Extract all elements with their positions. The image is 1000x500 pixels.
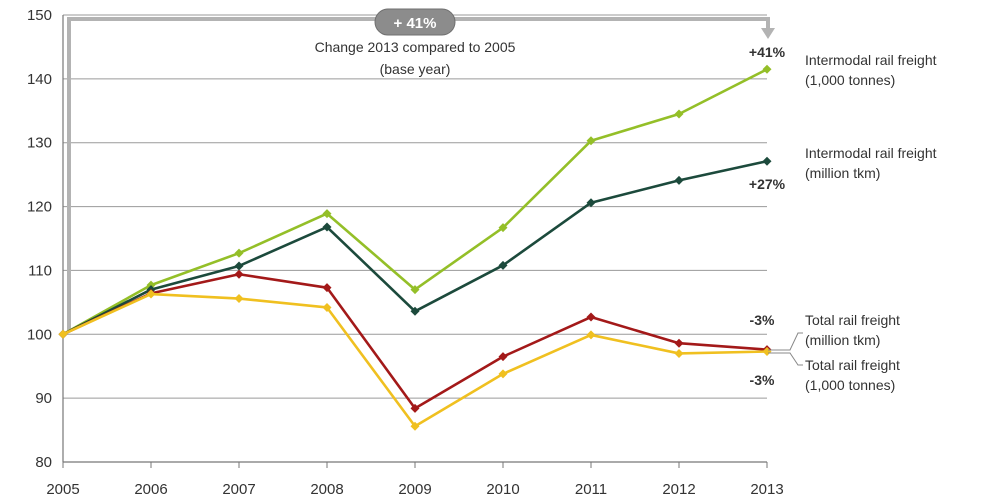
x-tick-label: 2012 [662,481,695,498]
point-intermodal_tkm [762,156,772,166]
point-total_tkm [410,403,420,413]
legend-label-intermodal_tkm: Intermodal rail freight [805,145,937,161]
point-total_tkm [322,283,332,293]
legend-label-total_tonnes: (1,000 tonnes) [805,377,895,393]
y-tick-label: 110 [28,262,52,279]
point-total_tonnes [586,330,596,340]
point-intermodal_tkm [234,261,244,271]
annotation-text: Change 2013 compared to 2005 [315,39,516,55]
x-tick-label: 2010 [486,481,519,498]
point-total_tkm [586,312,596,322]
legend: +41% +27% -3% -3% Intermodal rail freight (1,… [749,44,937,393]
y-tick-label: 100 [27,326,52,343]
x-tick-label: 2009 [398,481,431,498]
point-total_tonnes [146,289,156,299]
y-tick-label: 80 [35,454,52,471]
change-badge [374,8,456,36]
point-intermodal_tonnes [586,136,596,146]
y-tick-label: 140 [27,71,52,88]
point-total_tkm [498,352,508,362]
point-intermodal_tonnes [762,64,772,74]
end-label-total_tonnes: -3% [750,372,775,388]
point-intermodal_tonnes [322,209,332,219]
point-total_tonnes [674,348,684,358]
legend-label-total_tkm: Total rail freight [805,312,900,328]
point-intermodal_tonnes [674,109,684,119]
x-tick-label: 2011 [575,481,607,498]
x-tick-label: 2013 [750,481,783,498]
point-total_tonnes [58,329,68,339]
x-tick-label: 2006 [134,481,167,498]
axes: 80 90 100 110 120 130 140 150 2005 2006 2007 2008 20… [27,7,784,498]
point-intermodal_tonnes [234,248,244,258]
point-total_tkm [674,338,684,348]
gridlines [63,14,767,399]
point-total_tonnes [410,421,420,431]
series-group [58,64,772,431]
end-label-total_tkm: -3% [750,312,775,328]
point-intermodal_tonnes [498,223,508,233]
point-intermodal_tkm [410,306,420,316]
point-total_tonnes [498,369,508,379]
annotation-text: (base year) [380,61,451,77]
legend-label-total_tkm: (million tkm) [805,332,880,348]
change-badge-label: + 41% [394,15,437,32]
legend-label-intermodal_tonnes: Intermodal rail freight [805,52,937,68]
y-tick-label: 150 [27,7,52,24]
x-tick-label: 2005 [46,481,79,498]
end-label-intermodal_tonnes: +41% [749,44,786,60]
legend-label-intermodal_tonnes: (1,000 tonnes) [805,72,895,88]
leader-line-total-tkm [768,332,803,351]
point-intermodal_tkm [322,222,332,232]
y-tick-label: 90 [35,390,52,407]
legend-label-intermodal_tkm: (million tkm) [805,165,880,181]
y-tick-label: 120 [27,199,52,216]
point-total_tkm [234,269,244,279]
change-annotation: + 41% Change 2013 compared to 2005 (base y… [67,8,775,331]
x-tick-label: 2008 [310,481,343,498]
end-label-intermodal_tkm: +27% [749,176,786,192]
point-total_tonnes [234,294,244,304]
point-intermodal_tkm [674,175,684,185]
point-total_tonnes [322,302,332,312]
point-total_tonnes [762,347,772,357]
y-tick-label: 130 [27,135,52,152]
point-intermodal_tkm [586,198,596,208]
x-tick-label: 2007 [222,481,255,498]
point-intermodal_tonnes [410,285,420,295]
point-intermodal_tkm [498,260,508,270]
leader-line-total-tonnes [768,352,803,366]
annotation-arrowhead [761,28,775,39]
legend-label-total_tonnes: Total rail freight [805,357,900,373]
